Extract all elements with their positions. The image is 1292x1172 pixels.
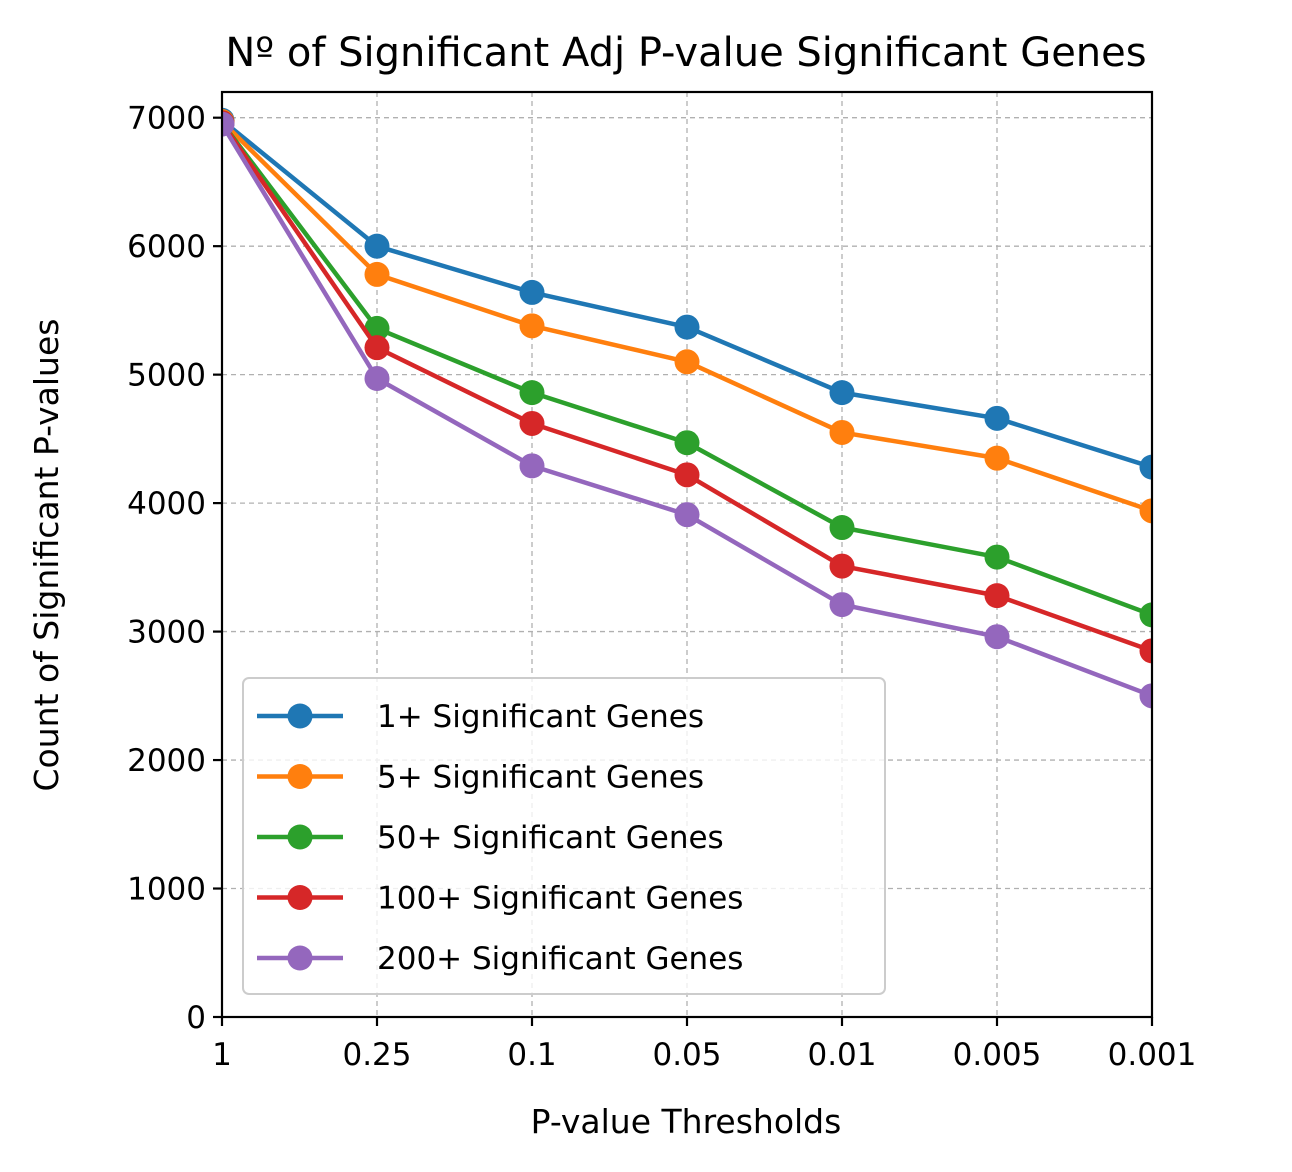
data-point — [829, 553, 855, 579]
data-point — [674, 462, 700, 488]
data-point — [674, 349, 700, 375]
data-point — [1139, 602, 1152, 628]
data-point — [829, 380, 855, 406]
legend-swatch-marker — [287, 945, 313, 971]
data-point — [829, 419, 855, 445]
legend-swatch-marker — [287, 703, 313, 729]
data-point — [984, 624, 1010, 650]
data-point — [674, 314, 700, 340]
legend-swatch-marker — [287, 885, 313, 910]
data-point — [364, 335, 390, 361]
x-tick-label: 0.1 — [507, 1037, 556, 1073]
legend-swatch-marker — [287, 824, 313, 850]
y-tick-label: 2000 — [127, 743, 206, 779]
x-tick-label: 1 — [212, 1037, 232, 1073]
data-point — [829, 515, 855, 541]
data-point — [1139, 683, 1152, 709]
data-point — [984, 405, 1010, 431]
x-axis-label: P-value Thresholds — [531, 1102, 842, 1141]
data-point — [519, 380, 545, 406]
data-point — [674, 502, 700, 528]
data-point — [222, 111, 235, 137]
y-tick-label: 7000 — [127, 101, 206, 137]
y-tick-label: 5000 — [127, 358, 206, 394]
legend-entry-label: 200+ Significant Genes — [377, 941, 743, 977]
data-point — [1139, 498, 1152, 524]
legend-entry-label: 50+ Significant Genes — [377, 820, 724, 856]
y-tick-label: 4000 — [127, 486, 206, 522]
data-point — [364, 261, 390, 287]
legend-swatch-marker — [287, 764, 313, 789]
x-tick-label: 0.01 — [807, 1037, 876, 1073]
x-tick-label: 0.05 — [652, 1037, 721, 1073]
data-point — [364, 233, 390, 259]
legend-entry-label: 1+ Significant Genes — [377, 699, 704, 735]
data-point — [674, 430, 700, 456]
legend-box — [242, 677, 886, 995]
data-point — [984, 583, 1010, 609]
data-point — [984, 544, 1010, 570]
x-tick-label: 0.001 — [1108, 1037, 1197, 1073]
y-tick-label: 6000 — [127, 229, 206, 265]
data-point — [519, 453, 545, 479]
legend-entry-label: 100+ Significant Genes — [377, 881, 743, 917]
data-point — [364, 365, 390, 391]
data-point — [984, 445, 1010, 471]
y-axis-label: Count of Significant P-values — [27, 319, 66, 792]
legend-entry-label: 5+ Significant Genes — [377, 760, 704, 796]
y-tick-label: 3000 — [127, 615, 206, 651]
legend: 1+ Significant Genes 5+ Significant Genes… — [242, 677, 886, 995]
chart-title: Nº of Significant Adj P-value Significan… — [225, 30, 1146, 76]
data-point — [1139, 454, 1152, 480]
x-tick-label: 0.005 — [953, 1037, 1042, 1073]
data-point — [829, 592, 855, 618]
y-tick-label: 0 — [186, 1000, 206, 1036]
axes: 1 0.25 0.1 0.05 0.01 0.005 0.001 0 1000 2000 3000 4… — [127, 90, 1197, 1073]
data-point — [519, 313, 545, 339]
data-point — [519, 279, 545, 305]
series-layer — [222, 107, 1152, 709]
y-tick-label: 1000 — [127, 872, 206, 908]
data-point — [1139, 638, 1152, 664]
x-tick-label: 0.25 — [342, 1037, 411, 1073]
data-point — [519, 410, 545, 436]
